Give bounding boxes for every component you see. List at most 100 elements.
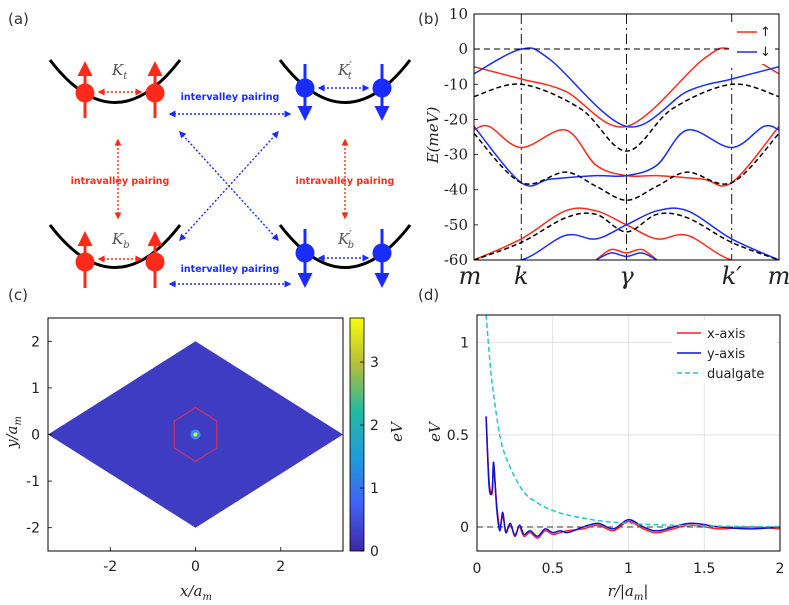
b-x-tick-label: k [514, 262, 529, 290]
c-hexagon [173, 407, 218, 462]
c-colorbar-label: eV [388, 420, 406, 442]
c-ylabel: y/am [3, 416, 24, 449]
b-band-down-10 [595, 252, 658, 260]
b-band-up-9 [595, 248, 658, 260]
valley-label-kt-prime: K′ t [337, 59, 353, 82]
panel-a-label: (a) [8, 10, 29, 28]
d-frame [476, 314, 781, 552]
b-y-tick-label: -20 [444, 110, 468, 128]
valley-label-kb-prime: K′ b [337, 228, 354, 251]
cross-pairing-arrow-icon [179, 130, 279, 242]
c-xlabel: x/am [180, 582, 212, 603]
b-y-tick-label: 10 [449, 5, 468, 23]
b-x-tick-label: m [768, 262, 789, 290]
d-x-tick-label: 0 [473, 561, 482, 577]
d-legend-label: x-axis [707, 327, 746, 342]
d-series-y-axis [485, 416, 780, 538]
d-legend-label: y-axis [707, 347, 745, 362]
c-y-tick-label: 0 [31, 428, 40, 444]
electron-dot [372, 243, 392, 263]
b-band-up-3 [474, 124, 779, 187]
dispersion-parabola [48, 224, 182, 269]
intravalley-right-label: intravalley pairing [296, 176, 395, 187]
b-frame [473, 13, 780, 261]
b-plot-area: ↑ ↓ [474, 14, 779, 260]
d-x-tick-label: 1 [624, 561, 633, 577]
dispersion-parabola [48, 59, 182, 104]
intravalley-left-label: intravalley pairing [71, 176, 170, 187]
d-x-tick-label: 0.5 [542, 561, 564, 577]
panel-a-diagram: (a) Kt K′ t Kb [8, 10, 412, 288]
c-colorbar-tick-label: 0 [370, 544, 379, 560]
b-x-tick-label: k′ [722, 262, 743, 290]
d-legend-label: dualgate [707, 367, 764, 382]
electron-dot [295, 243, 315, 263]
b-band-down-7 [474, 207, 779, 260]
d-y-tick-label: 1 [460, 336, 469, 352]
electron-dot [145, 83, 165, 103]
c-x-tick-label: 2 [276, 559, 285, 575]
c-x-tick-label: -2 [103, 559, 117, 575]
b-y-tick-label: 0 [458, 40, 468, 58]
d-y-tick-label: 0.5 [447, 428, 469, 444]
dispersion-parabola [278, 224, 412, 269]
panel-c-chart: (c) -2 0 2 2 1 0 -1 -2 y/am x/am 0 1 2 3 eV [3, 286, 406, 603]
b-y-tick-label: -10 [444, 75, 468, 93]
b-y-ticks: 10 0 -10 -20 -30 -40 -50 -60 [444, 5, 478, 269]
b-y-tick-label: -50 [444, 216, 468, 234]
b-x-tick-label: m [459, 262, 482, 290]
valley-kb-prime: K′ b [278, 224, 412, 288]
c-colorbar-ticks: 0 1 2 3 [360, 355, 379, 560]
b-band-none-8 [474, 212, 779, 260]
d-plot-area: x-axis y-axis dualgate [477, 315, 780, 551]
c-y-tick-label: -1 [26, 474, 40, 490]
c-y-tick-label: 2 [31, 334, 40, 350]
valley-kt-prime: K′ t [278, 59, 412, 121]
panel-d-chart: (d) eV 0 0.5 1 1.5 2 0 0.5 1 x-axis y-axis dualga… [418, 286, 784, 603]
panel-d-label: (d) [418, 286, 439, 304]
b-y-tick-label: -40 [444, 181, 468, 199]
valley-label-kt: Kt [111, 61, 128, 82]
electron-dot [372, 78, 392, 98]
c-colorbar-tick-label: 1 [370, 481, 379, 497]
electron-dot [145, 252, 165, 272]
d-ylabel: eV [426, 420, 444, 442]
c-y-tick-label: 1 [31, 381, 40, 397]
b-y-tick-label: -30 [444, 146, 468, 164]
b-band-down-4 [474, 124, 779, 187]
valley-label-kb: Kb [111, 230, 130, 251]
panel-c-label: (c) [8, 286, 28, 304]
d-ticks: 0 0.5 1 1.5 2 0 0.5 1 [447, 336, 785, 577]
c-ticks: -2 0 2 2 1 0 -1 -2 [26, 334, 285, 575]
legend-down: ↓ [760, 45, 771, 60]
c-peak [193, 432, 198, 437]
valley-kb: Kb [48, 224, 182, 288]
c-colorbar-tick-label: 3 [370, 355, 379, 371]
d-x-tick-label: 2 [776, 561, 785, 577]
electron-dot [75, 252, 95, 272]
c-y-tick-label: -2 [26, 521, 40, 537]
b-band-none-2 [474, 83, 779, 152]
electron-dot [75, 83, 95, 103]
legend-up: ↑ [760, 25, 771, 40]
valley-kt: Kt [48, 59, 182, 118]
c-colorbar-tick-label: 2 [370, 418, 379, 434]
electron-dot [295, 78, 315, 98]
b-band-down-1 [474, 47, 779, 128]
intervalley-bottom-label: intervalley pairing [181, 264, 280, 275]
c-x-tick-label: 0 [191, 559, 200, 575]
b-y-tick-label: -60 [444, 251, 468, 269]
intervalley-top-label: intervalley pairing [181, 92, 280, 103]
d-y-tick-label: 0 [460, 520, 469, 536]
d-legend: x-axis y-axis dualgate [672, 320, 776, 384]
b-x-ticks: m k γ k′ m [459, 262, 789, 290]
d-series-dualgate [485, 315, 780, 528]
panel-b-label: (b) [418, 10, 439, 28]
b-ylabel: E(meV) [424, 107, 442, 165]
b-x-tick-label: γ [619, 262, 634, 290]
dispersion-parabola [278, 59, 412, 104]
b-legend-box [729, 22, 775, 64]
d-xlabel: r/|am| [608, 582, 649, 603]
panel-b-chart: (b) E(meV) 10 0 -10 -20 -30 -40 -50 -60 m k γ k′ m … [418, 5, 789, 290]
